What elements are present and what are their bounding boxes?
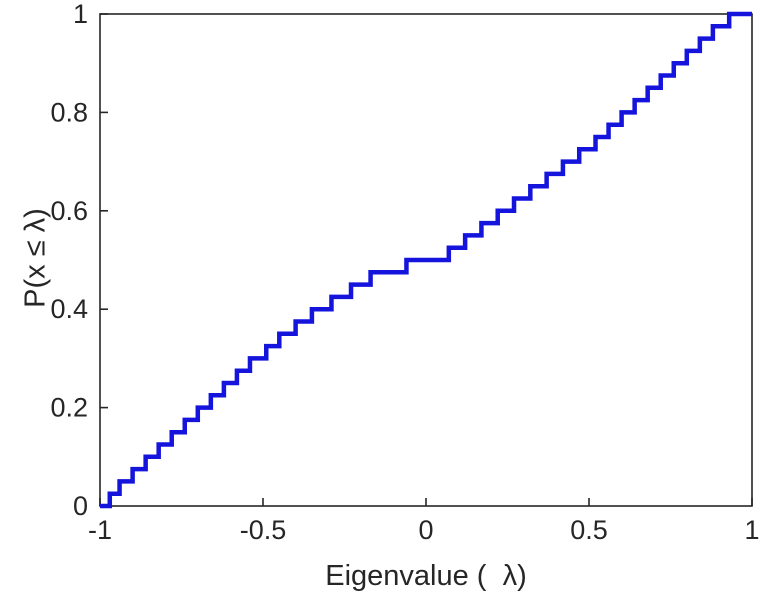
x-tick-label: 0.5 xyxy=(570,515,608,545)
x-axis-label: Eigenvalue ( λ) xyxy=(325,560,527,592)
x-tick-label: -1 xyxy=(88,515,112,545)
y-tick-label: 0.2 xyxy=(50,393,88,423)
y-tick-label: 0.4 xyxy=(50,294,88,324)
x-tick-label: -0.5 xyxy=(240,515,287,545)
y-tick-label: 0.6 xyxy=(50,196,88,226)
x-tick-label: 0 xyxy=(418,515,433,545)
y-tick-label: 0 xyxy=(73,491,88,521)
y-axis-label: P(x ≤ λ) xyxy=(19,208,52,308)
x-tick-label: 1 xyxy=(744,515,759,545)
y-tick-label: 1 xyxy=(73,0,88,29)
y-tick-label: 0.8 xyxy=(50,97,88,127)
cdf-step-line xyxy=(100,11,752,509)
